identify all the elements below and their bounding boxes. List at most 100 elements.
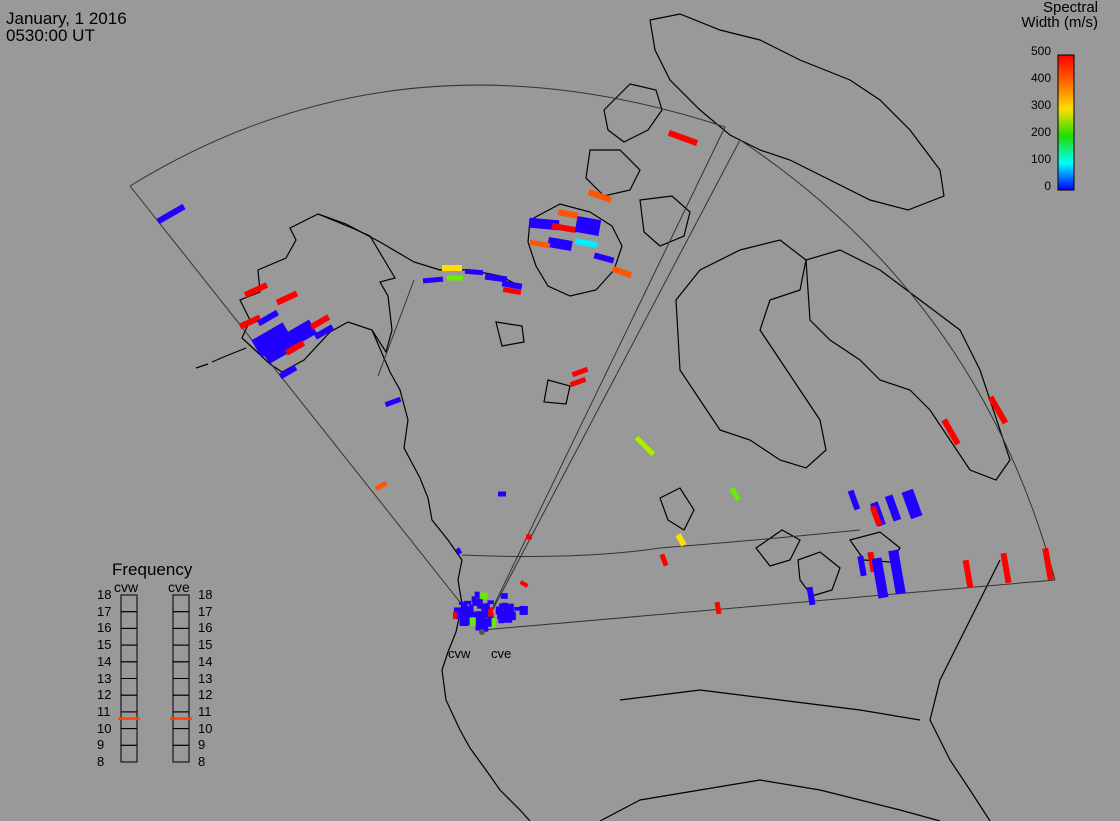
echo-cell (484, 619, 491, 624)
echo-cell (464, 268, 484, 276)
echo-cell (514, 606, 521, 611)
date-label: January, 1 2016 (6, 9, 127, 28)
frequency-scale-tick: 9 (97, 737, 105, 753)
frequency-scale-tick: 10 (198, 720, 213, 736)
echo-cell (502, 286, 522, 296)
echo-cell (519, 605, 528, 615)
colorbar-tick: 300 (1030, 98, 1051, 112)
echo-cell (283, 319, 317, 349)
echo-cell (714, 601, 722, 615)
echo-cell (156, 203, 186, 225)
echo-cell (487, 612, 494, 617)
echo-cell (941, 418, 961, 446)
frequency-scale-tick: 15 (198, 637, 213, 653)
echo-cell (442, 265, 462, 271)
frequency-scale-tick: 9 (198, 737, 206, 753)
echo-cell (675, 533, 687, 547)
echo-cell (483, 607, 489, 618)
echo-cell (667, 130, 699, 146)
frequency-box (172, 627, 190, 646)
echo-cell (551, 222, 577, 234)
frequency-box (120, 611, 138, 629)
echo-cell (459, 616, 468, 627)
frequency-box (120, 744, 138, 763)
coastlines (195, 13, 1011, 821)
echo-cell (501, 280, 523, 290)
frequency-box (172, 694, 190, 713)
echo-cell (587, 189, 613, 203)
echo-cell (466, 618, 474, 626)
timestamp-header: January, 1 2016 0530:00 UT (6, 10, 127, 44)
frequency-scale-tick: 18 (97, 587, 112, 602)
echo-cell (484, 273, 508, 283)
echo-cell (458, 601, 464, 605)
frequency-box (120, 711, 138, 730)
frequency-box (172, 711, 190, 730)
echo-cell (476, 614, 484, 623)
radar-echo-cells (156, 130, 1054, 632)
echo-cell (284, 340, 306, 356)
echo-cell (557, 209, 579, 219)
frequency-box (172, 661, 190, 679)
echo-cell (475, 620, 482, 631)
frequency-scale-tick: 18 (198, 587, 213, 602)
echo-cell (498, 491, 506, 497)
frequency-box (172, 611, 190, 629)
radar-name-cve: cve (168, 579, 190, 595)
radar-site-label-cvw: cvw (448, 646, 471, 661)
frequency-scale-tick: 13 (198, 670, 213, 686)
echo-cell (452, 611, 460, 620)
echo-cell (422, 276, 444, 284)
frequency-title: Frequency (112, 560, 193, 579)
frequency-scale-tick: 15 (97, 637, 112, 653)
colorbar-title-line2: Width (m/s) (1021, 14, 1098, 31)
echo-cell (962, 559, 974, 589)
frequency-box (172, 678, 190, 696)
frequency-box (120, 594, 138, 613)
frequency-box (120, 644, 138, 663)
frequency-scale-tick: 12 (198, 687, 213, 703)
frequency-scale-tick: 12 (97, 687, 112, 703)
colorbar-gradient (1057, 54, 1075, 191)
frequency-scale-tick: 14 (97, 653, 112, 669)
colorbar-title-line1: Spectral (1042, 0, 1098, 16)
frequency-box (120, 728, 138, 746)
echo-cell (384, 396, 402, 408)
colorbar-tick: 400 (1030, 71, 1051, 85)
echo-cell (497, 614, 503, 620)
frequency-box (172, 744, 190, 763)
echo-cell (888, 549, 906, 595)
echo-cell (472, 598, 481, 606)
echo-cell (884, 494, 902, 522)
echo-cell (499, 603, 504, 609)
echo-cell (847, 489, 861, 511)
echo-cell (519, 580, 529, 588)
echo-cell (502, 602, 508, 611)
echo-cell (481, 603, 486, 609)
echo-cell (857, 555, 867, 577)
echo-cell (374, 480, 388, 492)
frequency-scale-tick: 16 (97, 620, 112, 636)
echo-cell (659, 553, 669, 567)
frequency-box (120, 661, 138, 679)
frequency-box (172, 594, 190, 613)
echo-cell (447, 275, 463, 281)
frequency-scale-tick: 11 (97, 703, 111, 719)
frequency-scale-tick: 16 (198, 620, 213, 636)
radar-name-cvw: cvw (114, 579, 139, 595)
radar-site-label-cve: cve (491, 646, 512, 661)
radar-site-marker (479, 629, 485, 635)
echo-cell (243, 282, 269, 298)
echo-cell (504, 609, 509, 614)
echo-cell (729, 486, 741, 502)
echo-cell (264, 340, 296, 364)
colorbar-title: Spectral Width (m/s) (1021, 0, 1098, 30)
frequency-scale-tick: 11 (198, 703, 212, 719)
echo-cell (469, 604, 474, 613)
colorbar (1057, 54, 1075, 191)
frequency-indicator (118, 594, 192, 763)
colorbar-tick: 200 (1030, 125, 1051, 139)
echo-cell (1042, 547, 1054, 581)
echo-cell (251, 322, 293, 358)
